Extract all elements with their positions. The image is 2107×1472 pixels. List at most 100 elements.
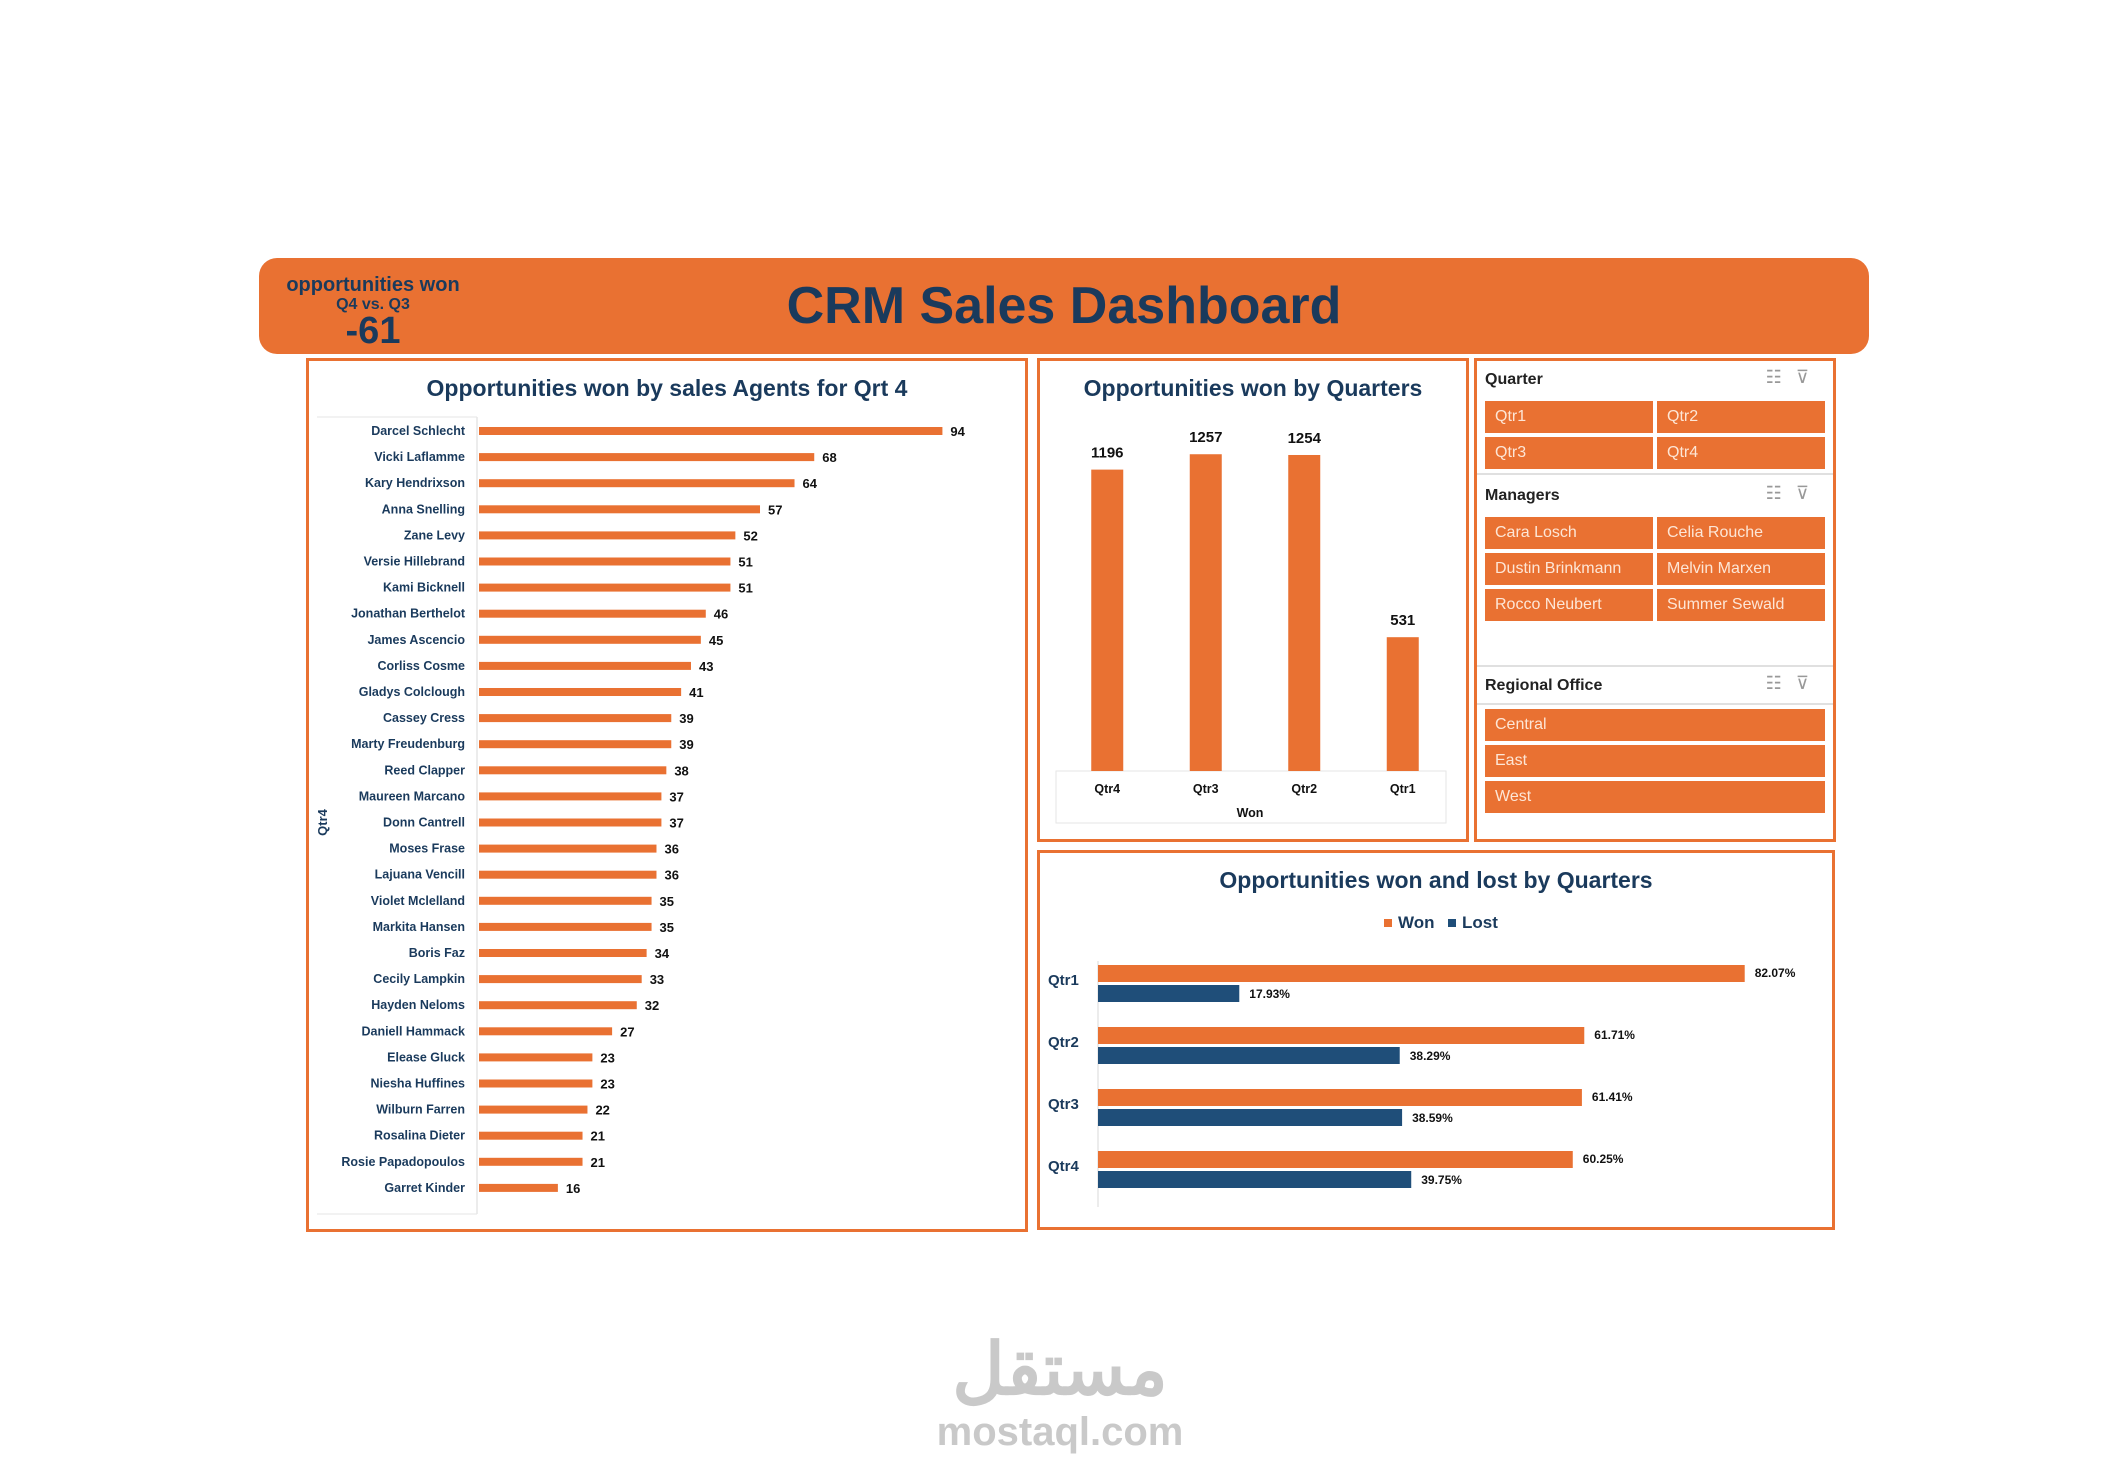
category-label: Kami Bicknell: [383, 581, 465, 595]
category-label: Violet Mclelland: [371, 894, 465, 908]
regional-slicer-title: Regional Office: [1485, 677, 1603, 694]
won-lost-bar-chart: Won Lost Qtr1 82.07% 17.93% Qtr2 61.71% 38.29% Q…: [1048, 913, 1796, 1207]
slicer-item-qtr1[interactable]: Qtr1: [1485, 401, 1653, 433]
page-title: CRM Sales Dashboard: [786, 277, 1342, 335]
clear-filter-icon[interactable]: ⊽: [1795, 367, 1823, 387]
bar: [479, 557, 731, 566]
data-label: 17.93%: [1249, 987, 1290, 1001]
y-axis-label: Qtr4: [315, 808, 330, 836]
agents-bar-chart: Qtr4 Darcel Schlecht 94 Vicki Laflamme 68 Kar…: [315, 416, 966, 1215]
bar: [479, 583, 731, 592]
data-label: 39: [679, 737, 693, 752]
bar: [479, 1157, 583, 1166]
slicer-item-west[interactable]: West: [1485, 781, 1825, 813]
data-label: 61.41%: [1592, 1090, 1633, 1104]
category-label: James Ascencio: [367, 633, 465, 647]
bar: [479, 792, 662, 801]
slicer-item-manager[interactable]: Dustin Brinkmann: [1485, 553, 1653, 585]
category-label: Kary Hendrixson: [365, 476, 465, 490]
data-label: 46: [714, 607, 728, 622]
bar: [479, 766, 667, 775]
category-label: Qtr2: [1048, 1034, 1079, 1051]
data-label: 60.25%: [1583, 1152, 1624, 1166]
category-label: Anna Snelling: [382, 502, 465, 516]
data-label: 21: [591, 1129, 605, 1144]
category-label: Hayden Neloms: [371, 998, 465, 1012]
kpi-title: opportunities won: [286, 274, 460, 296]
data-label: 36: [664, 842, 678, 857]
bar: [479, 505, 761, 514]
data-label: 39.75%: [1421, 1173, 1462, 1187]
quarters-chart-title: Opportunities won by Quarters: [1083, 375, 1423, 401]
bar: [479, 661, 691, 670]
data-label: 68: [822, 450, 836, 465]
data-label: 39: [679, 711, 693, 726]
data-label: 38.29%: [1410, 1049, 1451, 1063]
bar-lost: [1098, 1047, 1400, 1064]
data-label: 41: [689, 685, 703, 700]
dashboard-header: opportunities won Q4 vs. Q3 -61 CRM Sale…: [259, 258, 1869, 354]
multi-select-icon[interactable]: ☷: [1765, 673, 1796, 693]
won-lost-chart-title: Opportunities won and lost by Quarters: [1219, 867, 1653, 893]
data-label: 1254: [1288, 430, 1322, 447]
data-label: 45: [709, 633, 723, 648]
data-label: 1196: [1091, 445, 1124, 462]
category-label: Darcel Schlecht: [371, 424, 466, 438]
data-label: 32: [645, 998, 659, 1013]
category-label: Vicki Laflamme: [374, 450, 465, 464]
watermark-arabic: مستقل: [952, 1330, 1168, 1410]
data-label: 23: [600, 1077, 614, 1092]
multi-select-icon[interactable]: ☷: [1765, 367, 1796, 387]
managers-slicer-title: Managers: [1485, 487, 1560, 504]
category-label: Niesha Huffines: [371, 1077, 466, 1091]
slicers-panel: Quarter ☷⊽ Qtr1 Qtr2 Qtr3 Qtr4 Managers …: [1474, 358, 1836, 842]
agents-chart-panel: Opportunities won by sales Agents for Qr…: [306, 358, 1028, 1232]
legend-label-lost: Lost: [1462, 913, 1498, 932]
multi-select-icon[interactable]: ☷: [1765, 483, 1796, 503]
slicer-item-manager[interactable]: Cara Losch: [1485, 517, 1653, 549]
regional-slicer: Regional Office ☷⊽ Central East West: [1477, 667, 1833, 839]
data-label: 37: [669, 789, 683, 804]
kpi-subtitle: Q4 vs. Q3: [336, 296, 410, 313]
bar: [479, 635, 701, 644]
clear-filter-icon[interactable]: ⊽: [1795, 483, 1823, 503]
bar: [479, 531, 736, 540]
slicer-item-qtr3[interactable]: Qtr3: [1485, 437, 1653, 469]
category-label: Gladys Colclough: [359, 685, 465, 699]
bar: [479, 1079, 593, 1088]
category-label: Boris Faz: [409, 946, 465, 960]
kpi-value: -61: [345, 310, 401, 352]
slicer-item-qtr2[interactable]: Qtr2: [1657, 401, 1825, 433]
quarter-slicer-title: Quarter: [1485, 371, 1543, 388]
bar: [479, 949, 647, 957]
slicer-item-east[interactable]: East: [1485, 745, 1825, 777]
slicer-item-manager[interactable]: Melvin Marxen: [1657, 553, 1825, 585]
bar: [479, 1131, 583, 1140]
axis-box: [1055, 770, 1447, 824]
slicer-item-central[interactable]: Central: [1485, 709, 1825, 741]
data-label: 35: [660, 894, 674, 909]
bar: [479, 427, 943, 435]
tick-label: Qtr1: [1390, 782, 1416, 796]
bar-won: [1098, 1151, 1573, 1168]
slicer-item-qtr4[interactable]: Qtr4: [1657, 437, 1825, 469]
slicer-item-manager[interactable]: Celia Rouche: [1657, 517, 1825, 549]
category-label: Qtr3: [1048, 1096, 1079, 1113]
category-label: Rosalina Dieter: [374, 1129, 465, 1143]
data-label: 82.07%: [1755, 966, 1796, 980]
column-bar: [1288, 454, 1321, 771]
category-label: Garret Kinder: [384, 1181, 465, 1195]
category-label: Reed Clapper: [384, 763, 465, 777]
category-label: Marty Freudenburg: [351, 737, 465, 751]
data-label: 33: [650, 972, 664, 987]
category-label: Maureen Marcano: [359, 789, 466, 803]
won-lost-chart-panel: Opportunities won and lost by Quarters W…: [1037, 850, 1835, 1230]
data-label: 51: [738, 555, 752, 570]
clear-filter-icon[interactable]: ⊽: [1795, 673, 1823, 693]
category-label: Versie Hillebrand: [364, 555, 465, 569]
slicer-item-manager[interactable]: Summer Sewald: [1657, 589, 1825, 621]
data-label: 43: [699, 659, 713, 674]
slicer-item-manager[interactable]: Rocco Neubert: [1485, 589, 1653, 621]
data-label: 27: [620, 1024, 634, 1039]
bar: [479, 1001, 637, 1010]
